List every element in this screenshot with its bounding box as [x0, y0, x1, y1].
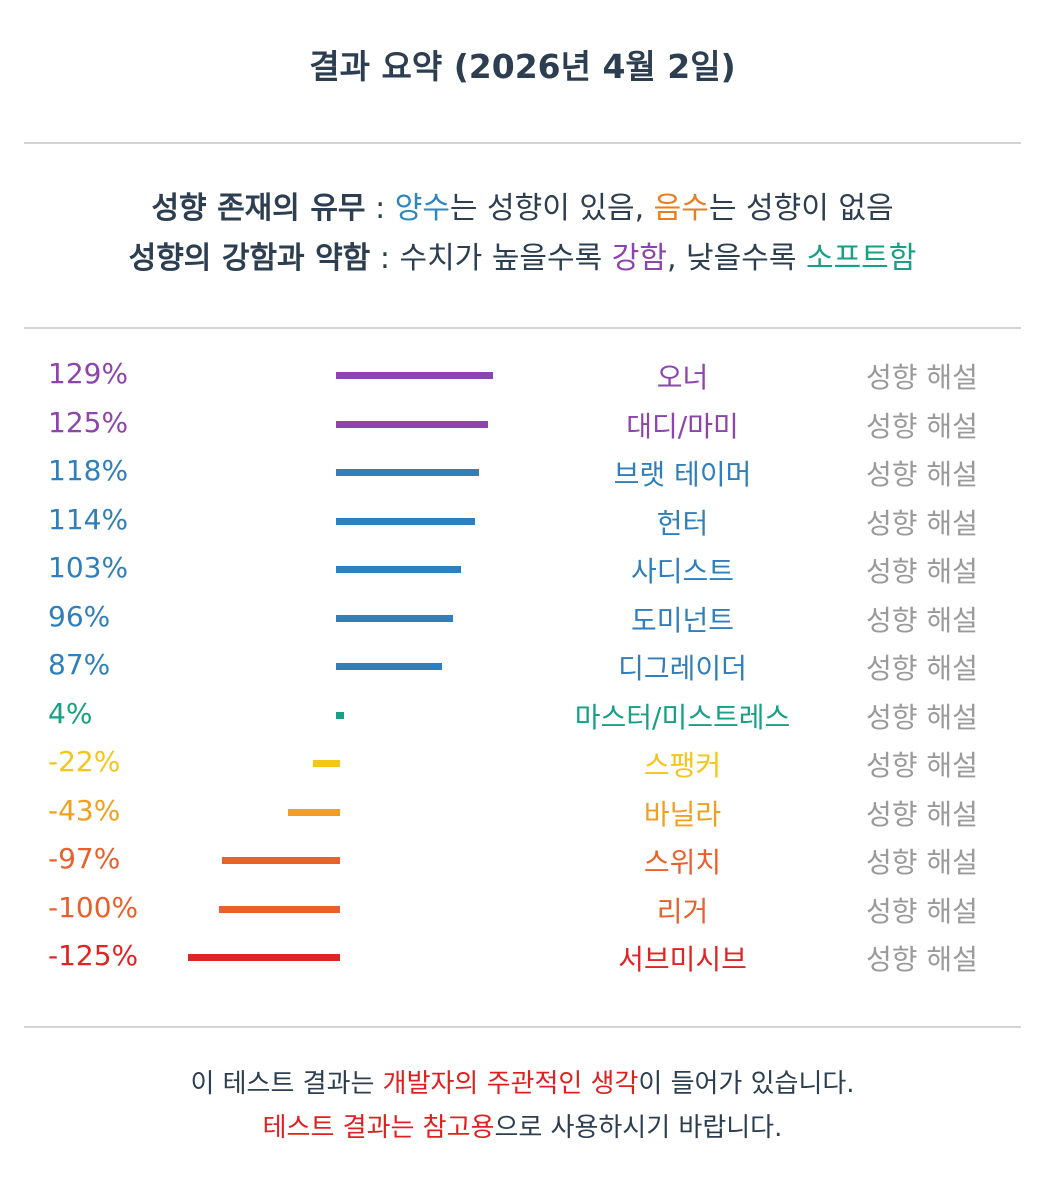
result-type-name: 대디/마미: [626, 409, 739, 443]
result-row: 4% 마스터/미스트레스 성향 해설: [0, 696, 1045, 746]
result-percent: 125%: [48, 405, 129, 439]
legend-sep: :: [370, 241, 400, 276]
result-row: 103% 사디스트 성향 해설: [0, 552, 1045, 600]
result-bar: [336, 469, 480, 476]
result-type-name: 리거: [656, 894, 709, 928]
result-percent: 103%: [48, 551, 129, 584]
result-type-name: 마스터/미스트레스: [574, 700, 791, 734]
result-explanation-link[interactable]: 성향 해설: [866, 700, 978, 734]
result-explanation-link[interactable]: 성향 해설: [866, 943, 978, 976]
result-percent: -100%: [48, 890, 139, 924]
result-percent: -22%: [48, 745, 121, 778]
result-type-name: 디그레이더: [618, 652, 747, 685]
result-bar: [218, 905, 340, 913]
footer-highlight-reference: 테스트 결과는 참고용: [262, 1113, 495, 1143]
result-type-name: 도미넌트: [630, 603, 735, 637]
result-row: 118% 브랫 테이머 성향 해설: [0, 455, 1045, 503]
result-type-name: 바닐라: [643, 797, 722, 831]
result-bar: [222, 857, 340, 864]
result-percent: 4%: [48, 696, 93, 730]
result-type-name: 서브미시브: [618, 943, 747, 976]
result-type-name: 헌터: [656, 506, 709, 540]
result-bar: [336, 566, 462, 573]
result-explanation-link[interactable]: 성향 해설: [866, 846, 978, 879]
legend-negative-text: 는 성향이 없음: [708, 191, 894, 226]
result-explanation-link[interactable]: 성향 해설: [866, 458, 978, 491]
result-percent: -43%: [48, 793, 121, 827]
result-percent: 118%: [48, 454, 129, 487]
result-row: -43% 바닐라 성향 해설: [0, 793, 1045, 843]
result-type-name: 브랫 테이머: [613, 458, 752, 491]
legend-strength-text-a: 수치가 높을수록: [399, 241, 612, 276]
divider-bottom: [24, 1026, 1021, 1028]
footer-text-c: 으로 사용하시기 바랍니다.: [494, 1113, 783, 1143]
result-bar: [336, 663, 442, 670]
result-bar: [336, 711, 344, 719]
result-row: 87% 디그레이더 성향 해설: [0, 649, 1045, 697]
result-bar: [188, 954, 340, 961]
result-explanation-link[interactable]: 성향 해설: [866, 603, 978, 637]
result-type-name: 사디스트: [630, 555, 735, 588]
result-row: -97% 스위치 성향 해설: [0, 843, 1045, 891]
result-explanation-link[interactable]: 성향 해설: [866, 409, 978, 443]
divider-top: [24, 142, 1021, 144]
footer-text-b: 이 들어가 있습니다.: [638, 1069, 855, 1099]
footer-disclaimer-line2: 테스트 결과는 참고용으로 사용하시기 바랍니다.: [0, 1110, 1045, 1146]
result-explanation-link[interactable]: 성향 해설: [866, 555, 978, 588]
result-bar: [336, 517, 475, 525]
footer-text-a: 이 테스트 결과는: [190, 1069, 383, 1099]
result-type-name: 오너: [656, 361, 709, 394]
page-title: 결과 요약 (2026년 4월 2일): [309, 47, 736, 86]
result-percent: 114%: [48, 502, 129, 536]
footer-highlight-subjective: 개발자의 주관적인 생각: [382, 1069, 639, 1099]
legend-strength-text-b: , 낮을수록: [666, 241, 806, 276]
legend-positive-text: 는 성향이 있음,: [449, 191, 654, 226]
legend-soft-word: 소프트함: [805, 241, 917, 276]
divider-middle: [24, 327, 1021, 329]
legend-strength-label: 성향의 강함과 약함: [128, 241, 371, 276]
legend-positive-word: 양수: [394, 191, 450, 226]
result-row: 114% 헌터 성향 해설: [0, 502, 1045, 552]
result-type-name: 스위치: [643, 846, 722, 879]
result-explanation-link[interactable]: 성향 해설: [866, 361, 978, 394]
result-explanation-link[interactable]: 성향 해설: [866, 652, 978, 685]
result-row: 129% 오너 성향 해설: [0, 358, 1045, 406]
result-bar: [313, 760, 340, 767]
result-bar: [336, 614, 453, 622]
legend-negative-word: 음수: [653, 191, 709, 226]
result-explanation-link[interactable]: 성향 해설: [866, 506, 978, 540]
legend-sep: :: [365, 191, 395, 226]
result-row: -22% 스팽커 성향 해설: [0, 746, 1045, 794]
result-row: 125% 대디/마미 성향 해설: [0, 405, 1045, 455]
result-bar: [287, 808, 340, 816]
result-percent: -125%: [48, 939, 139, 972]
result-bar: [336, 372, 493, 379]
legend-presence-label: 성향 존재의 유무: [151, 191, 366, 226]
result-explanation-link[interactable]: 성향 해설: [866, 894, 978, 928]
result-percent: -97%: [48, 842, 121, 875]
result-bar: [336, 420, 488, 428]
legend-line-presence: 성향 존재의 유무 : 양수는 성향이 있음, 음수는 성향이 없음: [0, 183, 1045, 227]
footer-disclaimer-line1: 이 테스트 결과는 개발자의 주관적인 생각이 들어가 있습니다.: [0, 1066, 1045, 1102]
result-row: -125% 서브미시브 성향 해설: [0, 940, 1045, 988]
result-percent: 129%: [48, 357, 129, 390]
legend-strong-word: 강함: [611, 241, 667, 276]
result-type-name: 스팽커: [643, 749, 722, 782]
result-row: -100% 리거 성향 해설: [0, 890, 1045, 940]
result-explanation-link[interactable]: 성향 해설: [866, 749, 978, 782]
result-percent: 87%: [48, 648, 111, 681]
result-percent: 96%: [48, 599, 111, 633]
result-row: 96% 도미넌트 성향 해설: [0, 599, 1045, 649]
result-explanation-link[interactable]: 성향 해설: [866, 797, 978, 831]
legend-line-strength: 성향의 강함과 약함 : 수치가 높을수록 강함, 낮을수록 소프트함: [0, 233, 1045, 277]
